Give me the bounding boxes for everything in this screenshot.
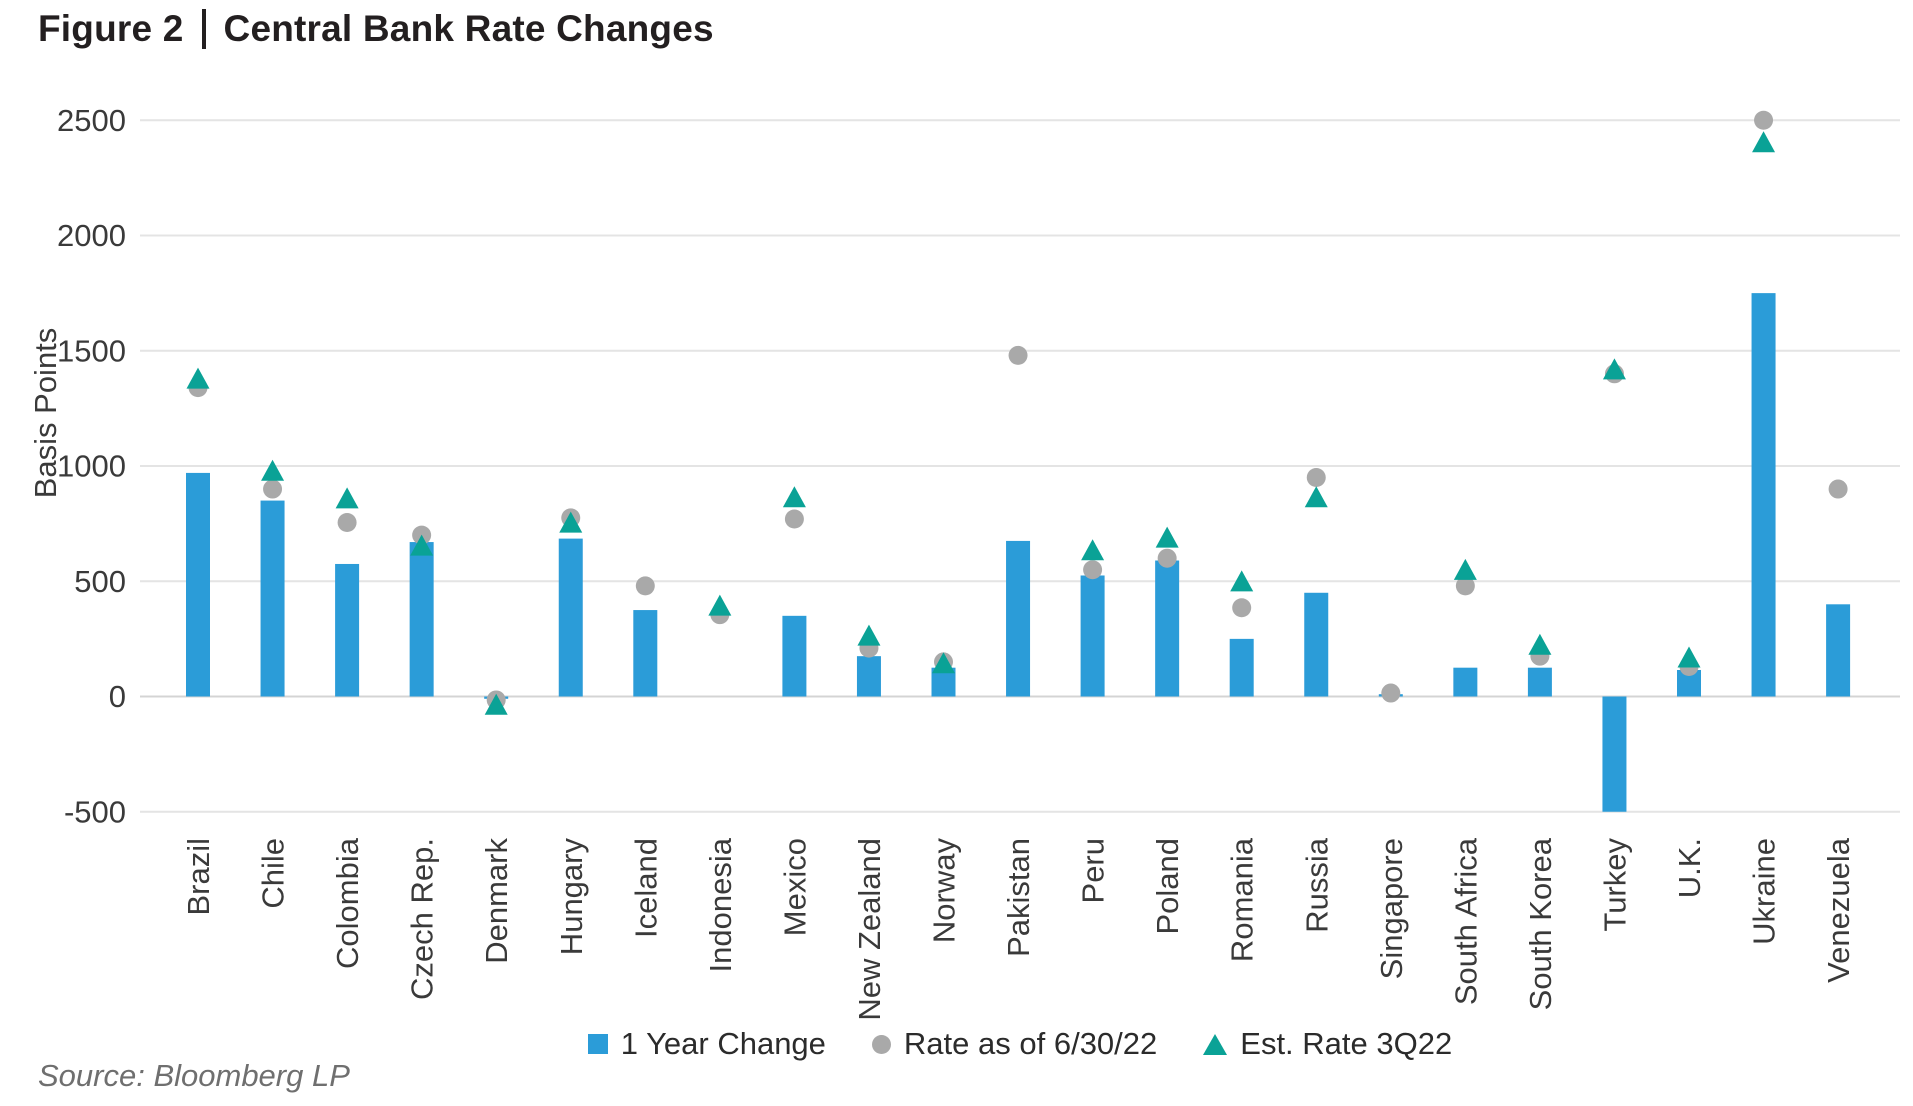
source-note: Source: Bloomberg LP [38,1058,350,1093]
rate-circle-romania [1232,598,1252,618]
rate-circle-venezuela [1828,479,1848,499]
est-triangle-new-zealand [857,624,881,646]
xtick-label-ukraine: Ukraine [1747,838,1782,945]
bar-romania [1229,638,1254,697]
title-separator [201,9,206,49]
xtick-label-poland: Poland [1150,838,1185,935]
bar-ukraine [1751,293,1776,697]
est-triangle-russia [1304,486,1328,508]
est-triangle-czech-rep [410,534,434,556]
rate-circle-south-africa [1455,576,1475,596]
rate-circle-chile [263,479,283,499]
bar-colombia [335,563,360,697]
rate-circle-mexico [784,509,804,529]
legend-label-bar: 1 Year Change [620,1026,826,1061]
rate-circle-singapore [1381,683,1401,703]
bar-venezuela [1826,604,1851,697]
est-triangle-hungary [559,511,583,533]
est-triangle-chile [261,459,285,481]
ytick-label-0: 0 [109,679,126,714]
bar-turkey [1602,696,1627,812]
xtick-label-indonesia: Indonesia [703,837,738,972]
xtick-label-norway: Norway [927,838,962,944]
bar-new-zealand [856,656,881,697]
legend-item-bar: 1 Year Change [587,1026,826,1062]
ytick-label-2500: 2500 [57,103,126,138]
est-triangle-norway [932,652,955,674]
xtick-label-peru: Peru [1076,838,1111,903]
xtick-label-venezuela: Venezuela [1821,837,1856,983]
est-triangle-mexico [782,486,806,508]
y-axis-title: Basis Points [28,328,63,499]
figure-label: Figure 2 [38,8,184,49]
est-triangle-poland [1155,526,1179,548]
rate-circle-ukraine [1754,110,1774,130]
xtick-label-new-zealand: New Zealand [852,838,887,1021]
est-triangle-romania [1230,570,1254,592]
xtick-label-pakistan: Pakistan [1001,838,1036,957]
chart-legend: 1 Year Change Rate as of 6/30/22 Est. Ra… [140,1026,1900,1062]
legend-label-rate: Rate as of 6/30/22 [903,1026,1158,1061]
bar-chile [260,500,285,697]
bar-pakistan [1006,540,1031,697]
bar-poland [1155,560,1180,697]
bar-south-korea [1527,667,1552,697]
bar-swatch-icon [587,1034,608,1054]
bar-hungary [558,538,583,697]
xtick-label-singapore: Singapore [1374,838,1409,979]
figure-title: Central Bank Rate Changes [223,8,714,49]
xtick-label-brazil: Brazil [181,838,216,916]
est-triangle-peru [1081,539,1105,561]
est-triangle-south-korea [1528,633,1552,655]
xtick-label-south-africa: South Africa [1448,837,1483,1005]
legend-label-est: Est. Rate 3Q22 [1240,1026,1453,1061]
est-triangle-south-africa [1453,558,1477,580]
figure-title-row: Figure 2 Central Bank Rate Changes [38,8,714,50]
ytick-label-2000: 2000 [57,218,126,253]
rate-circle-russia [1306,468,1326,488]
bar-brazil [186,472,210,697]
est-triangle-turkey [1602,358,1626,380]
xtick-label-mexico: Mexico [777,838,812,936]
rate-circle-peru [1083,560,1103,580]
bar-russia [1304,592,1329,697]
bar-mexico [782,615,807,697]
bar-iceland [633,610,658,697]
rate-circle-pakistan [1008,345,1028,365]
xtick-label-russia: Russia [1299,837,1334,933]
xtick-label-uk: U.K. [1672,838,1707,898]
circle-marker-icon [871,1034,891,1054]
triangle-marker-icon [1203,1033,1228,1055]
xtick-label-romania: Romania [1225,837,1260,962]
xtick-label-colombia: Colombia [330,837,365,969]
xtick-label-iceland: Iceland [628,838,663,938]
rate-circle-colombia [337,512,357,532]
rate-circle-poland [1157,548,1177,568]
est-triangle-indonesia [708,594,732,616]
est-triangle-uk [1677,646,1701,668]
ytick-label-500: 500 [74,564,126,599]
ytick-label--500: -500 [64,794,126,829]
bar-peru [1080,575,1105,697]
est-triangle-colombia [335,487,359,509]
est-triangle-brazil [186,367,210,389]
xtick-label-south-korea: South Korea [1523,837,1558,1010]
est-triangle-denmark [484,693,508,715]
ytick-label-1500: 1500 [57,333,126,368]
xtick-label-czech-rep: Czech Rep. [405,838,440,1000]
xtick-label-denmark: Denmark [479,838,514,964]
ytick-label-1000: 1000 [57,449,126,484]
legend-item-est: Est. Rate 3Q22 [1203,1026,1452,1062]
xtick-label-turkey: Turkey [1597,838,1632,932]
bar-czech-rep [409,542,434,697]
xtick-label-hungary: Hungary [554,838,589,956]
est-triangle-ukraine [1752,131,1776,153]
bar-south-africa [1453,667,1478,697]
xtick-label-chile: Chile [256,838,291,909]
legend-item-rate: Rate as of 6/30/22 [871,1026,1158,1062]
rate-circle-iceland [635,576,655,596]
